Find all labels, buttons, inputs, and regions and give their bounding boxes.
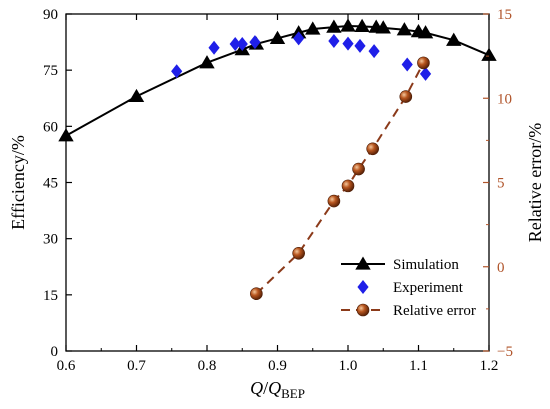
experiment-point [328,33,340,48]
legend-simulation-label: Simulation [393,257,459,273]
x-tick-label: 1.1 [409,358,428,374]
y-right-tick-label: −5 [497,344,513,360]
legend-experiment-label: Experiment [393,280,464,296]
relative-error-point [250,287,263,301]
relative-error-point [399,90,413,103]
relative-error-point [417,56,430,70]
y-left-tick-label: 15 [43,288,58,304]
y-left-tick-label: 75 [43,63,58,79]
experiment-point [354,38,366,53]
relative-error-point [366,142,379,156]
relative-error-point [341,179,355,193]
x-tick-label: 0.7 [127,358,146,374]
experiment-point [208,40,220,55]
y-right-tick-label: 10 [497,91,512,107]
x-tick-label: 1.0 [339,358,358,374]
simulation-point [375,20,391,34]
y-right-axis-title: Relative error/% [525,123,545,242]
x-tick-label: 1.2 [480,358,499,374]
legend: Simulation Experiment Relative error [341,256,476,319]
y-right-tick-label: 0 [497,260,505,276]
y-left-tick-label: 30 [43,232,58,248]
experiment-point [401,57,413,72]
experiment-point [419,66,432,81]
x-axis-title: Q/QBEP [250,378,305,401]
simulation-point [269,30,286,45]
relative-error-point [352,162,365,176]
legend-experiment-marker [357,280,369,294]
x-tick-label: 0.6 [57,358,76,374]
simulation-point [199,55,215,69]
experiment-point [293,31,305,46]
relative-error-point [327,194,341,208]
legend-relative-error-label: Relative error [393,303,476,319]
experiment-point [229,36,241,51]
simulation-point [396,22,413,36]
relative-error-line [255,62,425,295]
series-experiment [171,31,432,81]
y-left-axis-title: Efficiency/% [8,135,28,230]
x-tick-label: 0.9 [268,358,287,374]
y-left-tick-label: 0 [51,344,59,360]
y-right-tick-label: 15 [497,7,512,23]
series-relative-error [250,56,430,301]
y-right-tick-label: 5 [497,176,505,192]
experiment-point [236,36,248,51]
legend-simulation-marker [355,256,371,270]
x-tick-label: 0.8 [198,358,217,374]
simulation-point [446,32,462,46]
y-left-tick-label: 45 [43,176,58,192]
legend-relative-error-marker [356,303,370,317]
simulation-point [354,18,370,33]
simulation-point [340,18,356,32]
experiment-point [249,35,261,50]
experiment-point [171,64,183,79]
simulation-point [305,21,321,35]
simulation-point [417,25,434,39]
experiment-point [342,36,354,51]
simulation-point [326,19,342,33]
relative-error-point [292,246,305,260]
series-simulation [58,18,497,142]
simulation-point [128,88,145,103]
y-left-tick-label: 90 [43,7,58,23]
y-left-tick-label: 60 [43,119,58,135]
experiment-point [368,44,380,59]
